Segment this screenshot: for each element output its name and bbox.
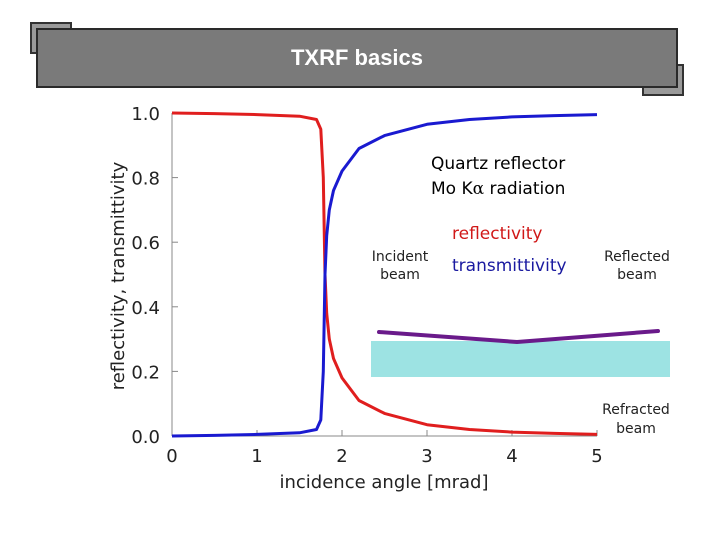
slide-title: TXRF basics [290, 45, 424, 70]
reflector-block [371, 341, 670, 377]
series-group [171, 111, 598, 438]
beam-path [377, 329, 660, 345]
y-tick-label: 0.0 [131, 427, 160, 448]
x-tick-label: 4 [506, 446, 517, 467]
incident-beam-label-2: beam [380, 267, 420, 283]
incident-beam-label-1: Incident [372, 249, 429, 265]
y-tick-label: 1.0 [131, 104, 160, 125]
x-tick-label: 2 [336, 446, 347, 467]
sample-line-2-tail: radiation [484, 179, 565, 199]
series-reflectivity-line [171, 111, 598, 436]
y-tick-label: 0.4 [131, 298, 160, 319]
reflected-beam-label-2: beam [617, 267, 657, 283]
y-tick-label: 0.6 [131, 233, 160, 254]
x-tick-label: 5 [591, 446, 602, 467]
sample-line-2: Mo Kα radiation [431, 179, 565, 199]
x-axis-label: incidence angle [mrad] [279, 472, 488, 493]
axis-ticks: 0 1 2 3 4 5 0.0 0.2 0.4 0.6 0.8 1.0 [131, 104, 602, 467]
x-tick-label: 0 [166, 446, 177, 467]
transmittivity-label: transmittivity [452, 256, 567, 276]
x-tick-label: 1 [251, 446, 262, 467]
alpha-symbol: α [473, 179, 485, 199]
refracted-beam-label-2: beam [616, 421, 656, 437]
sample-line-2-head: Mo K [431, 179, 473, 199]
y-tick-label: 0.8 [131, 169, 160, 190]
sample-line-1: Quartz reflector [431, 154, 565, 174]
y-tick-label: 0.2 [131, 362, 160, 383]
y-axis-label: reflectivity, transmittivity [108, 161, 129, 390]
reflected-beam-label-1: Reflected [604, 249, 670, 265]
x-tick-label: 3 [421, 446, 432, 467]
title-banner: TXRF basics [36, 28, 678, 88]
reflectivity-label: reflectivity [452, 224, 543, 244]
series-transmittivity-line [171, 113, 598, 438]
refracted-beam-label-1: Refracted [602, 402, 670, 418]
